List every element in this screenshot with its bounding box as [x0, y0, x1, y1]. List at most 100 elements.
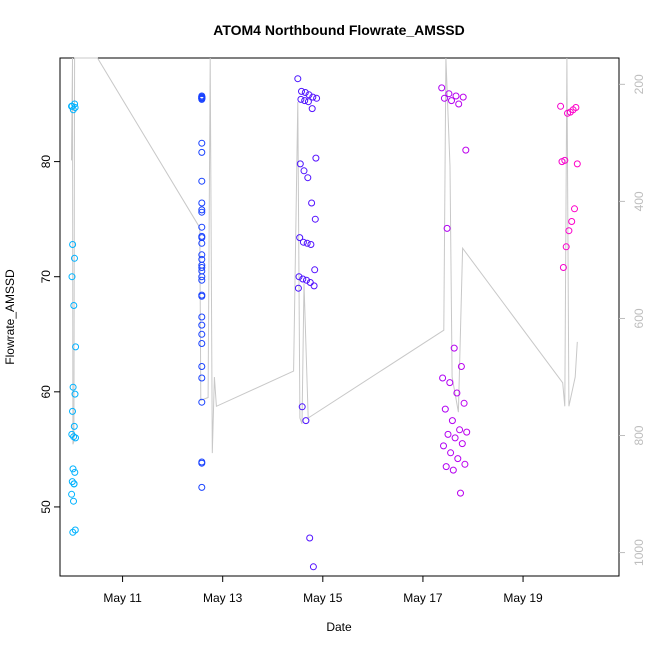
data-point [562, 243, 570, 251]
data-point [463, 428, 471, 436]
data-point [198, 139, 206, 147]
x-axis-label: Date [326, 620, 352, 634]
data-point [69, 528, 77, 536]
data-point [69, 465, 77, 473]
data-point [454, 455, 462, 463]
data-point [568, 218, 576, 225]
overlay-series-line [71, 57, 578, 454]
y-tick-label: 80 [39, 155, 53, 169]
data-point [455, 100, 463, 108]
data-point [303, 276, 310, 284]
data-point [448, 97, 455, 105]
data-point [198, 223, 206, 231]
data-point [571, 205, 578, 213]
data-point [295, 273, 303, 281]
data-point [70, 422, 78, 430]
data-point [70, 497, 77, 505]
data-point [198, 292, 206, 300]
data-point [565, 227, 573, 235]
y2-tick-label: 600 [632, 308, 646, 328]
data-point [70, 433, 78, 441]
data-point [559, 264, 567, 271]
data-point [448, 417, 456, 425]
axes-layer: May 11 May 13 May 15 May 17 May 19 50 60 70 80 20… [39, 74, 646, 605]
data-point [440, 94, 448, 102]
data-point [307, 241, 315, 248]
data-point [312, 154, 320, 162]
data-point [558, 158, 566, 166]
data-point [198, 313, 206, 321]
data-point [69, 407, 76, 415]
data-point [68, 490, 76, 498]
data-point [198, 148, 206, 156]
data-point [458, 440, 466, 448]
plot-frame [59, 57, 620, 577]
data-point [198, 273, 206, 281]
data-point [72, 434, 79, 442]
data-point [70, 302, 78, 309]
data-point [71, 254, 78, 262]
data-point [299, 238, 307, 246]
data-point [198, 239, 206, 247]
data-point [301, 89, 309, 96]
data-point [68, 102, 76, 110]
data-point [462, 146, 470, 154]
data-point [573, 160, 581, 168]
data-point [198, 330, 206, 338]
data-point [69, 241, 77, 248]
x-tick-label: May 15 [303, 591, 343, 605]
chart-title: ATOM4 Northbound Flowrate_AMSSD [213, 22, 464, 38]
data-point [313, 94, 321, 102]
data-point [446, 379, 454, 387]
data-point [308, 199, 316, 207]
data-point [461, 460, 469, 468]
data-point [198, 177, 206, 185]
data-point [557, 102, 565, 110]
data-point [564, 109, 571, 117]
data-point [443, 224, 451, 232]
data-point [297, 95, 305, 103]
data-point [198, 363, 206, 370]
data-point [309, 93, 317, 101]
data-point [198, 398, 206, 406]
x-tick-label: May 17 [403, 591, 443, 605]
data-point [451, 434, 459, 442]
data-point [444, 430, 452, 438]
data-point [294, 75, 302, 83]
data-point [296, 234, 304, 242]
data-point [198, 206, 206, 214]
data-point [298, 403, 306, 411]
x-tick-label: May 19 [503, 591, 543, 605]
data-point [310, 282, 318, 290]
y-tick-label: 60 [39, 385, 53, 399]
data-point [309, 563, 317, 571]
data-point [459, 93, 467, 101]
data-point [447, 449, 455, 457]
data-point [302, 417, 310, 425]
y2-tick-label: 400 [632, 191, 646, 211]
data-point [304, 98, 312, 106]
y-tick-label: 70 [39, 270, 53, 284]
data-point [442, 463, 450, 471]
y-axis-label: Flowrate_AMSSD [3, 269, 17, 365]
data-point [71, 468, 79, 476]
data-point [456, 426, 464, 434]
overlay-line-layer [71, 57, 578, 454]
data-point [305, 91, 313, 99]
data-point [70, 480, 78, 488]
data-point [198, 340, 206, 347]
data-point [198, 459, 206, 467]
data-point [198, 264, 206, 271]
data-point [445, 90, 453, 98]
data-point [441, 405, 449, 413]
data-point [311, 266, 319, 274]
data-point [198, 94, 206, 102]
data-point [306, 534, 314, 542]
data-point [460, 399, 468, 407]
scatter-points-layer [68, 75, 581, 571]
x-tick-label: May 13 [203, 591, 243, 605]
data-point [439, 374, 447, 382]
y2-tick-label: 800 [632, 425, 646, 445]
x-tick-label: May 11 [103, 591, 142, 605]
data-point [452, 92, 460, 100]
